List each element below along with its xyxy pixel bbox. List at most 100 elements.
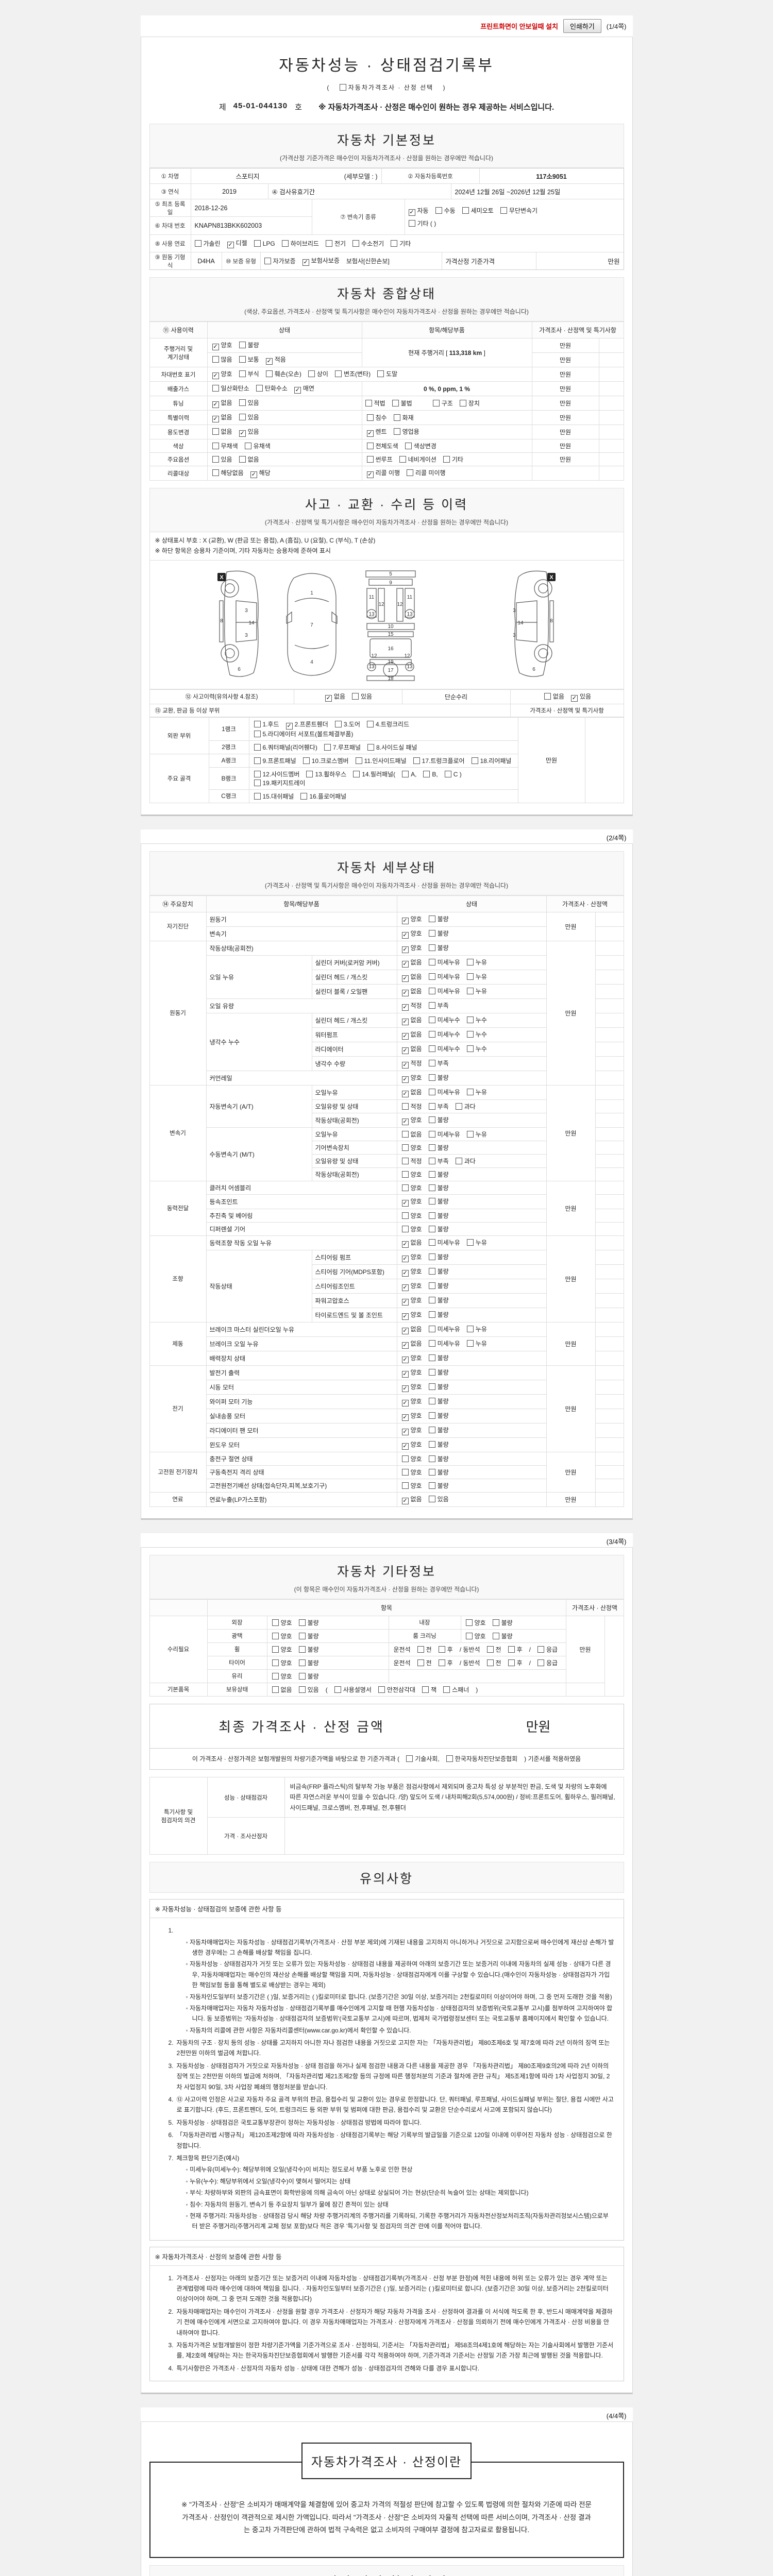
checkbox-icon — [212, 456, 219, 463]
page-4: 자동차가격조사 · 산정이란 ※ "가격조사 · 산정"은 소비자가 매매계약을… — [140, 2421, 633, 2576]
option-label: 탄화수소 — [264, 385, 288, 392]
check-option: ( — [327, 84, 332, 91]
checkbox-icon — [428, 1045, 435, 1052]
note-cell — [598, 439, 624, 453]
doc-service-note: ※ 자동차가격조사 · 산정은 매수인이 원하는 경우 제공하는 서비스입니다. — [318, 103, 554, 112]
notice-sub-item: ◦ 부식: 차량하부와 외판의 금속표면이 화학반응에 의해 금속이 아닌 상태… — [186, 2189, 529, 2197]
notice-sub-item: ◦ 미세누유(미세누수): 해당부위에 오일(냉각수)이 비치는 정도로서 부품… — [186, 2166, 413, 2174]
basic-items-options: 없음 있음 (사용설명서 안전삼각대 잭 스패너) — [266, 1682, 566, 1697]
option-label: 없음 — [410, 973, 422, 980]
checkbox-icon — [254, 792, 261, 800]
checkbox-icon — [254, 757, 261, 764]
checkbox-icon — [428, 1253, 435, 1260]
checkbox-icon — [402, 770, 409, 777]
part-19-package-tray: 19 — [388, 659, 394, 665]
checkbox-icon — [401, 1130, 409, 1138]
status-options: 양호 불량 — [396, 1451, 547, 1466]
option-label: 도말 — [386, 370, 398, 378]
checkbox-icon — [428, 929, 435, 937]
check-option: / 동반석 — [460, 1646, 480, 1653]
check-option: 미세누유 — [428, 1325, 460, 1333]
checkbox-icon — [366, 443, 374, 449]
option-label: 없음 — [410, 1495, 422, 1503]
inspector-opinion-text: 비금속(FRP 플라스틱)의 탈부착 가능 부품은 점검사항에서 제외되며 중고… — [284, 1776, 624, 1818]
checkbox-icon — [212, 443, 219, 449]
checkbox-checked-icon: ✓ — [302, 259, 309, 266]
status-options: 양호 불량 — [396, 1167, 547, 1181]
option-label: 양호 — [410, 1296, 422, 1304]
check-option: 무채색 — [212, 443, 238, 450]
option-label: 적정 — [410, 1002, 422, 1009]
repair-price-cell: 만원 — [565, 1615, 605, 1683]
usage-change-options: 없음 ✓ 있음 — [207, 425, 362, 439]
option-label: 누유 — [475, 1325, 487, 1333]
option-label: 불량 — [437, 1144, 449, 1151]
checkbox-icon — [308, 370, 315, 377]
check-option: ✓ 양호 — [401, 1412, 422, 1421]
rank-note-cell — [584, 717, 624, 803]
check-option: ✓ 없음 — [212, 414, 232, 422]
checkbox-icon — [428, 1482, 435, 1489]
check-option: 적정 — [401, 1103, 422, 1110]
checkbox-icon — [212, 385, 219, 392]
option-label: 양호 — [410, 1253, 422, 1261]
status-options: ✓ 없음 미세누수 누수 — [396, 1041, 547, 1057]
notice-item: 4. ⑫ 사고이력 인정은 사고로 자동차 주요 골격 부위의 판금, 용접수리 … — [168, 2096, 614, 2114]
checkbox-icon — [446, 1755, 453, 1762]
option-label: 불량 — [437, 1171, 449, 1178]
option-label: 수소전기 — [361, 240, 384, 247]
checkbox-icon — [428, 1426, 435, 1433]
checkbox-icon — [537, 1659, 544, 1666]
item-label: 연료누출(LP가스포함) — [206, 1492, 397, 1507]
row-label: 색상 — [149, 439, 208, 453]
option-label: 무단변속기 — [509, 207, 538, 214]
check-option: 있음 — [428, 1495, 449, 1503]
rent-commercial-options: ✓ 렌트 영업용 — [361, 425, 532, 439]
item-label: 자동변속기 (A/T) — [206, 1084, 312, 1128]
checkbox-icon — [391, 240, 398, 247]
checkbox-icon — [508, 1646, 515, 1653]
note-cell — [595, 1307, 624, 1323]
check-option: ✓ 양호 — [401, 1296, 422, 1306]
price-cell: 만원 — [531, 381, 599, 396]
option-label: 5.라디에이터 서포트(볼트체결부품) — [262, 730, 354, 738]
check-option: 후 — [508, 1659, 523, 1667]
item-label: 변속기 — [206, 926, 397, 941]
check-option: 양호 — [401, 1225, 422, 1233]
status-options: ✓ 없음 미세누유 누유 — [396, 969, 547, 985]
check-option: 불량 — [428, 1426, 449, 1434]
print-hint[interactable]: 프린트화면이 안보일때 설치 — [480, 23, 558, 30]
col-header: 상태 — [396, 895, 547, 912]
checkbox-checked-icon: ✓ — [401, 1076, 409, 1083]
rank-c-label: C랭크 — [208, 789, 249, 803]
option-label: 불량 — [437, 1440, 449, 1448]
option-label: / — [529, 1646, 531, 1653]
checkbox-icon — [428, 1325, 435, 1332]
part-3-door: 3 — [245, 608, 248, 614]
check-option: ✓ 매연 — [294, 385, 314, 394]
part-14-pillar: 14 — [248, 620, 255, 626]
status-options: 양호 불량 — [396, 1222, 547, 1236]
check-option: 불량 — [428, 1282, 449, 1290]
note-cell — [595, 1394, 624, 1409]
field-inspection-period: ④ 검사유효기간 — [268, 184, 451, 199]
checkbox-icon — [353, 770, 360, 777]
option-label: 양호 — [474, 1619, 486, 1626]
notice-item: 7. 체크항목 판단기준(예시) — [168, 2154, 240, 2162]
item-label: 냉각수 누수 — [206, 1012, 312, 1071]
interior-options: 양호 불량 — [460, 1615, 566, 1630]
part-4-trunk: 4 — [310, 659, 313, 665]
checkbox-icon — [244, 443, 251, 449]
check-option: 누유 — [466, 1088, 487, 1096]
checkbox-icon — [428, 973, 435, 980]
print-button[interactable]: 인쇄하기 — [563, 19, 601, 33]
section-note: (이 항목은 매수인이 자동차가격조사 · 산정을 원하는 경우에만 적습니다) — [294, 1585, 479, 1593]
doc-title: 자동차성능 · 상태점검기록부 — [279, 57, 494, 74]
option-label: 불량 — [437, 1225, 449, 1233]
check-option: 상이 — [308, 370, 328, 378]
part-18-rear-panel: 18 — [388, 676, 394, 682]
item-label: 발전기 출력 — [206, 1365, 397, 1380]
appraiser-label: 가격 · 조사산정자 — [207, 1817, 285, 1855]
status-options: ✓ 양호 불량 — [396, 1408, 547, 1423]
checkbox-icon — [401, 1144, 409, 1151]
